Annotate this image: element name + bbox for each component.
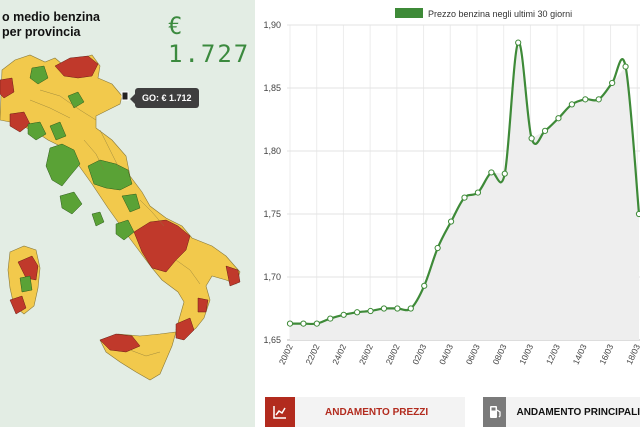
province-tooltip: GO: € 1.712 [130,88,199,108]
data-point [421,282,428,289]
data-point [300,320,307,327]
y-tick-label: 1,80 [263,146,281,156]
data-point [286,320,294,327]
data-point [488,169,495,176]
x-tick-label: 14/03 [571,342,589,366]
data-point [622,63,629,70]
data-point [609,79,616,87]
map-title-line2: per provincia [2,25,81,39]
x-tick-label: 12/03 [544,342,562,366]
x-tick-label: 20/02 [277,342,295,366]
data-point [595,96,602,103]
map-red-provinces[interactable] [0,55,241,353]
price-area [290,42,639,340]
y-tick-label: 1,90 [263,20,281,30]
map-title: o medio benzina per provincia [2,10,100,40]
italy-province-map[interactable] [0,0,255,427]
data-point [541,127,549,134]
data-point [582,96,589,103]
data-point [313,320,320,327]
x-tick-label: 22/02 [303,342,321,366]
price-trend-chart[interactable]: 1,65 1,70 1,75 1,80 1,85 1,90 20/02 22/02 24/02 2… [255,0,640,400]
data-point [340,311,347,318]
x-tick-label: 16/03 [597,342,615,366]
average-price-display: € 1.727 [168,12,251,68]
x-tick-label: 26/02 [357,342,375,366]
data-point [380,305,388,312]
x-tick-label: 10/03 [517,342,535,366]
map-title-line1: o medio benzina [2,10,100,24]
legend-label: Prezzo benzina negli ultimi 30 giorni [428,9,572,19]
data-point [354,309,361,316]
x-tick-label: 02/03 [410,342,428,366]
y-tick-label: 1,65 [263,335,281,345]
x-tick-label: 06/03 [464,342,482,366]
x-tick-label: 28/02 [384,342,402,366]
y-tick-label: 1,75 [263,209,281,219]
y-tick-label: 1,70 [263,272,281,282]
map-province-borders [29,89,201,357]
andamento-principali-label: ANDAMENTO PRINCIPALI [516,406,640,418]
data-point [474,189,482,196]
data-point [568,101,575,108]
x-tick-label: 08/03 [490,342,508,366]
data-point [635,210,640,218]
x-tick-label: 24/02 [330,342,348,366]
legend-swatch [395,8,423,18]
y-tick-label: 1,85 [263,83,281,93]
data-point [327,315,334,322]
data-point [434,244,441,252]
data-point [501,170,508,177]
data-point [461,194,468,201]
data-point [555,115,562,122]
data-point [367,307,374,315]
data-point [394,305,401,312]
x-tick-label: 04/03 [437,342,455,366]
fuel-pump-icon [483,397,507,427]
chart-trend-icon [265,397,295,427]
map-selected-marker[interactable] [121,91,129,101]
data-point [447,218,455,225]
data-point [515,39,522,46]
andamento-principali-button[interactable]: ANDAMENTO PRINCIPALI [483,397,640,427]
data-point [528,135,535,142]
andamento-prezzi-label: ANDAMENTO PREZZI [325,406,429,418]
map-green-provinces[interactable] [19,65,141,293]
andamento-prezzi-button[interactable]: ANDAMENTO PREZZI [265,397,465,427]
map-panel: o medio benzina per provincia € 1.727 GO… [0,0,255,427]
data-point [407,305,414,312]
chart-panel: 1,65 1,70 1,75 1,80 1,85 1,90 20/02 22/02 24/02 2… [255,0,640,427]
x-tick-label: 18/03 [624,342,640,366]
